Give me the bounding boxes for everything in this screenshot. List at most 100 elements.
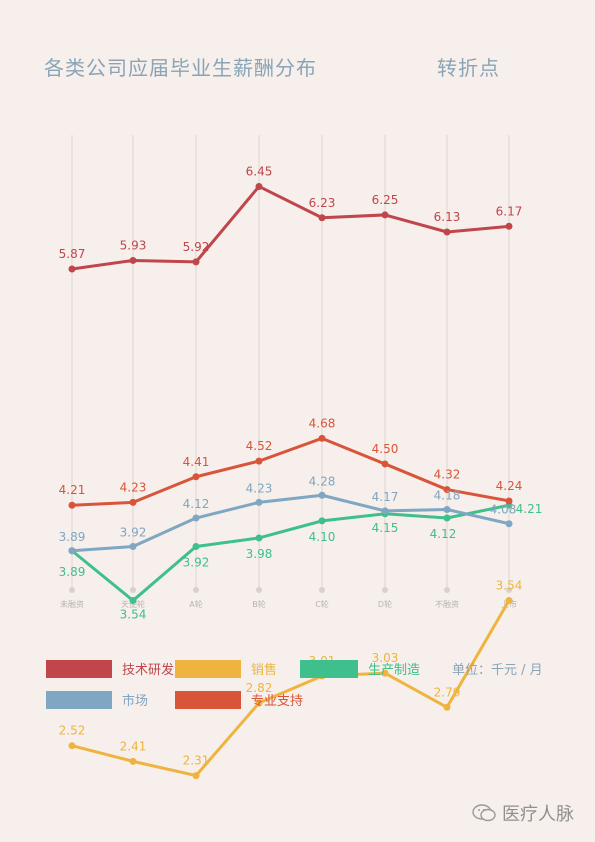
data-label: 4.68 xyxy=(309,416,336,430)
data-label: 4.24 xyxy=(496,479,523,493)
legend-item-sales: 销售 xyxy=(175,659,277,678)
data-label: 6.23 xyxy=(309,196,336,210)
data-label: 5.93 xyxy=(120,238,147,252)
data-label: 2.52 xyxy=(59,724,86,738)
data-label: 4.28 xyxy=(309,474,336,488)
data-label: 5.87 xyxy=(59,247,86,261)
data-point xyxy=(505,497,513,505)
data-label: 4.12 xyxy=(183,497,210,511)
data-label: 4.08 xyxy=(490,503,517,517)
x-tick-label: C轮 xyxy=(315,599,329,609)
data-point xyxy=(505,222,513,230)
data-label: 4.41 xyxy=(183,455,210,469)
legend-item-marketing: 市场 xyxy=(46,690,148,709)
data-point xyxy=(192,473,200,481)
data-label: 4.23 xyxy=(120,480,147,494)
data-point xyxy=(381,211,389,219)
axis-dot xyxy=(319,587,325,593)
data-point xyxy=(443,486,451,494)
data-label: 4.18 xyxy=(434,488,461,502)
data-label: 4.17 xyxy=(372,490,399,504)
series-line xyxy=(71,599,511,778)
data-point xyxy=(443,228,451,236)
data-label: 3.54 xyxy=(120,608,147,622)
axis-dot xyxy=(193,587,199,593)
x-tick-label: 不融资 xyxy=(435,599,459,609)
data-point xyxy=(318,214,326,222)
data-label: 3.89 xyxy=(59,565,86,579)
data-point xyxy=(443,703,451,711)
data-label: 2.31 xyxy=(183,754,210,768)
data-point xyxy=(255,498,263,506)
data-point xyxy=(192,514,200,522)
data-point xyxy=(381,507,389,515)
data-point xyxy=(192,542,200,550)
data-point xyxy=(255,457,263,465)
data-label: 4.52 xyxy=(246,439,273,453)
data-point xyxy=(68,742,76,750)
legend-label-support: 专业支持 xyxy=(251,694,304,709)
data-label: 4.10 xyxy=(309,530,336,544)
data-label: 4.21 xyxy=(516,502,543,516)
axis-dot xyxy=(256,587,262,593)
chart-subtitle: 转折点 xyxy=(437,56,500,80)
axis-dot xyxy=(506,587,512,593)
axis-dot xyxy=(444,587,450,593)
data-point xyxy=(129,597,137,605)
data-label: 4.21 xyxy=(59,483,86,497)
axis-dot xyxy=(69,587,75,593)
data-label: 2.79 xyxy=(434,685,461,699)
x-tick-label: D轮 xyxy=(378,599,392,609)
data-label: 3.54 xyxy=(496,579,523,593)
data-label: 4.12 xyxy=(430,527,457,541)
legend-swatch-manufacturing xyxy=(300,659,358,678)
data-label: 3.92 xyxy=(120,525,147,539)
series-line xyxy=(71,493,510,553)
data-label: 4.15 xyxy=(372,521,399,535)
data-point xyxy=(129,542,137,550)
data-point xyxy=(381,460,389,468)
data-label: 3.89 xyxy=(59,530,86,544)
data-point xyxy=(192,772,200,780)
data-label: 3.03 xyxy=(372,651,399,665)
data-point xyxy=(381,669,389,677)
data-label: 6.25 xyxy=(372,193,399,207)
data-point xyxy=(129,256,137,264)
data-label: 6.17 xyxy=(496,204,523,218)
legend-label-tech: 技术研发 xyxy=(122,663,175,678)
data-label: 3.98 xyxy=(246,547,273,561)
axis-dot xyxy=(382,587,388,593)
data-point xyxy=(505,597,513,605)
data-label: 4.50 xyxy=(372,442,399,456)
data-point xyxy=(443,514,451,522)
legend-label-sales: 销售 xyxy=(251,663,278,678)
data-point xyxy=(318,491,326,499)
series-line xyxy=(71,503,510,603)
data-label: 2.41 xyxy=(120,739,147,753)
chart-title: 各类公司应届毕业生薪酬分布 xyxy=(44,56,317,80)
legend-swatch-tech xyxy=(46,659,112,678)
legend-label-manufacturing: 生产制造 xyxy=(368,663,421,678)
legend-item-support: 专业支持 xyxy=(175,690,303,709)
legend-swatch-sales xyxy=(175,659,241,678)
x-tick-label: 未融资 xyxy=(60,599,84,609)
legend-swatch-marketing xyxy=(46,690,112,709)
legend-label-marketing: 市场 xyxy=(122,694,149,709)
data-point xyxy=(68,501,76,509)
series-line xyxy=(71,436,510,507)
data-point xyxy=(255,182,263,190)
legend-item-tech: 技术研发 xyxy=(46,659,174,678)
data-point xyxy=(68,547,76,555)
data-point xyxy=(318,434,326,442)
data-point xyxy=(255,534,263,542)
watermark-text: 医疗人脉 xyxy=(502,804,574,825)
data-label: 6.45 xyxy=(246,164,273,178)
wechat-icon xyxy=(472,804,496,822)
axis-dot xyxy=(130,587,136,593)
data-label: 5.92 xyxy=(183,240,210,254)
data-label: 4.23 xyxy=(246,481,273,495)
unit-label: 单位：千元 / 月 xyxy=(452,663,543,678)
series-line xyxy=(71,184,510,271)
watermark: 医疗人脉 xyxy=(472,800,574,826)
